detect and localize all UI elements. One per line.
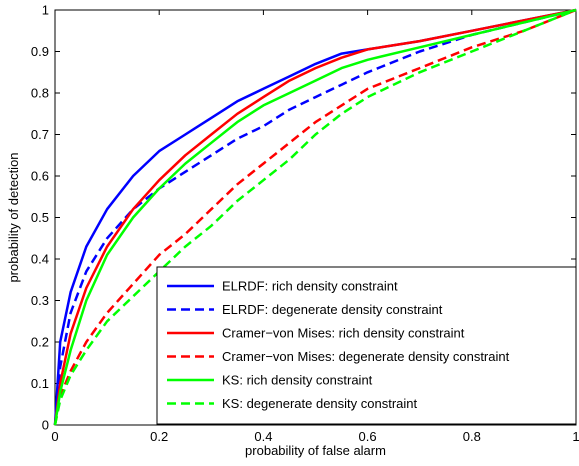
legend: ELRDF: rich density constraint ELRDF: deg…: [156, 266, 577, 425]
series-line-5: [53, 8, 577, 426]
legend-box: [156, 266, 577, 425]
series-line-4: [53, 8, 577, 426]
y-tick-label: 0.5: [31, 210, 49, 225]
x-tick-label: 0.4: [254, 429, 272, 444]
y-tick-label: 1: [42, 3, 49, 18]
series-line-2: [53, 8, 577, 426]
legend-label-2: Cramer−von Mises: rich density constrain…: [222, 326, 465, 341]
x-tick-label: 0.8: [463, 429, 481, 444]
y-tick-label: 0.2: [31, 335, 49, 350]
series-layer: [53, 8, 577, 426]
legend-label-3: Cramer−von Mises: degenerate density con…: [222, 349, 510, 364]
x-tick-label: 0.6: [359, 429, 377, 444]
y-axis-label: probability of detection: [6, 152, 21, 282]
series-line-3: [53, 8, 577, 426]
legend-label-4: KS: rich density constraint: [222, 373, 373, 388]
y-tick-label: 0.4: [31, 252, 49, 267]
y-tick-label: 0: [42, 418, 49, 433]
y-tick-label: 0.1: [31, 376, 49, 391]
y-tick-label: 0.9: [31, 44, 49, 59]
series-line-1: [53, 8, 577, 426]
y-tick-label: 0.8: [31, 86, 49, 101]
legend-label-1: ELRDF: degenerate density constraint: [222, 302, 443, 317]
legend-label-5: KS: degenerate density constraint: [222, 396, 418, 411]
axis-ticks: 0 0.2 0.4 0.6 0.8 1 0 0.1 0.2 0.3 0.4 0.5 0.6 0.7 0.8 0…: [31, 3, 579, 445]
x-axis-label: probability of false alarm: [245, 443, 386, 458]
x-tick-label: 0: [51, 429, 58, 444]
legend-label-0: ELRDF: rich density constraint: [222, 279, 398, 294]
y-tick-label: 0.6: [31, 169, 49, 184]
y-tick-label: 0.7: [31, 127, 49, 142]
x-tick-label: 0.2: [150, 429, 168, 444]
x-tick-label: 1: [572, 429, 579, 444]
y-tick-label: 0.3: [31, 293, 49, 308]
